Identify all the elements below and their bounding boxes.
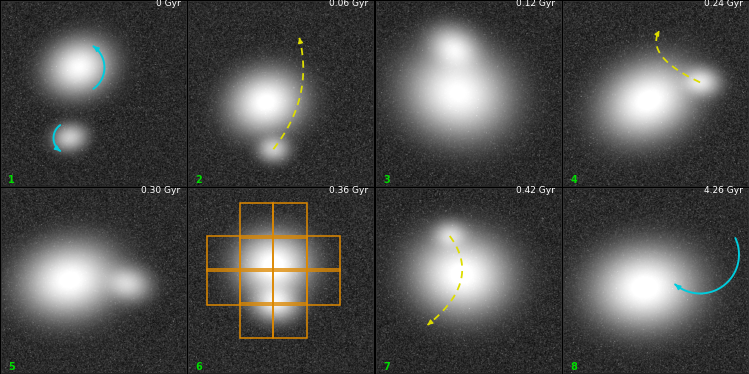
Bar (306, 236, 340, 271)
Text: 2: 2 (195, 175, 202, 185)
Text: 4: 4 (571, 175, 577, 185)
Bar (240, 269, 273, 304)
Bar (306, 269, 340, 304)
Text: 8: 8 (571, 362, 577, 372)
Text: 0 Gyr: 0 Gyr (156, 0, 181, 8)
Text: 0.06 Gyr: 0.06 Gyr (329, 0, 368, 8)
Text: 4.26 Gyr: 4.26 Gyr (704, 186, 743, 195)
Text: 5: 5 (8, 362, 15, 372)
Text: 0.42 Gyr: 0.42 Gyr (516, 186, 555, 195)
Text: 0.12 Gyr: 0.12 Gyr (516, 0, 555, 8)
Text: 0.30 Gyr: 0.30 Gyr (142, 186, 181, 195)
Text: 0.24 Gyr: 0.24 Gyr (704, 0, 743, 8)
Text: 0.36 Gyr: 0.36 Gyr (329, 186, 368, 195)
Bar (240, 303, 273, 338)
Bar (273, 269, 306, 304)
Text: 7: 7 (383, 362, 389, 372)
Bar (207, 236, 240, 271)
Bar (240, 203, 273, 238)
Bar (273, 303, 306, 338)
Text: 3: 3 (383, 175, 389, 185)
Text: 6: 6 (195, 362, 202, 372)
Bar (240, 236, 273, 271)
Bar (207, 269, 240, 304)
Text: 1: 1 (8, 175, 15, 185)
Bar (273, 236, 306, 271)
Bar (273, 203, 306, 238)
